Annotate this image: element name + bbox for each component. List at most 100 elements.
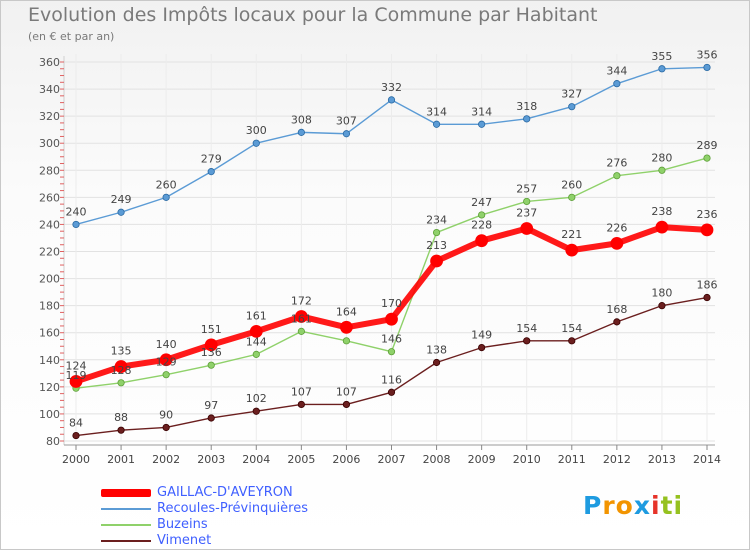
data-point-gaillac-d-aveyron <box>114 360 128 373</box>
legend-item-recoules: Recoules-Prévinquières <box>101 501 401 517</box>
y-tick-label: 320 <box>39 110 60 123</box>
legend-swatch <box>101 540 151 542</box>
data-label-gaillac-d-aveyron: 236 <box>697 208 718 221</box>
y-tick-label: 180 <box>39 300 60 313</box>
x-tick-label: 2007 <box>378 453 406 466</box>
data-point-recoules-previnquieres <box>703 63 711 72</box>
axis-layer: 80 100 120 140 160 180 200 220 240 260 280 300 320 34… <box>39 56 721 466</box>
data-label-buzeins: 136 <box>201 346 222 359</box>
data-label-buzeins: 128 <box>111 364 132 377</box>
data-label-vimenet: 168 <box>606 303 627 316</box>
data-point-recoules-previnquieres <box>297 128 305 136</box>
data-label-gaillac-d-aveyron: 238 <box>651 205 672 218</box>
data-point-buzeins <box>568 193 576 201</box>
data-label-vimenet: 97 <box>204 399 218 412</box>
data-point-vimenet <box>252 407 260 415</box>
data-label-buzeins: 146 <box>381 333 402 346</box>
legend-label: Vimenet <box>157 533 212 548</box>
data-point-gaillac-d-aveyron <box>249 324 263 338</box>
data-point-vimenet <box>432 358 441 367</box>
y-tick-label: 80 <box>46 435 60 448</box>
data-point-recoules-previnquieres <box>568 103 576 111</box>
data-label-gaillac-d-aveyron: 172 <box>291 294 312 307</box>
data-label-recoules-previnquieres: 240 <box>66 205 87 218</box>
data-point-recoules-previnquieres <box>658 65 666 73</box>
data-label-gaillac-d-aveyron: 237 <box>516 206 537 219</box>
data-label-recoules-previnquieres: 314 <box>426 105 447 118</box>
data-label-recoules-previnquieres: 356 <box>697 48 718 61</box>
x-tick-label: 2002 <box>152 453 180 466</box>
data-point-vimenet <box>658 302 666 310</box>
data-point-recoules-previnquieres <box>387 96 396 104</box>
data-label-recoules-previnquieres: 249 <box>111 193 132 206</box>
data-point-vimenet <box>613 318 621 326</box>
x-tick-label: 2000 <box>62 453 90 466</box>
data-point-buzeins <box>703 154 711 162</box>
data-point-gaillac-d-aveyron <box>700 223 714 237</box>
data-point-vimenet <box>387 388 396 396</box>
data-label-vimenet: 90 <box>159 408 173 421</box>
x-tick-label: 2008 <box>423 453 451 466</box>
logo-letter: t <box>660 491 674 520</box>
data-label-buzeins: 119 <box>66 369 87 382</box>
data-label-vimenet: 102 <box>246 392 267 405</box>
data-point-gaillac-d-aveyron <box>430 254 443 268</box>
chart-title: Evolution des Impôts locaux pour la Comm… <box>28 4 598 26</box>
data-point-vimenet <box>478 344 486 352</box>
data-point-recoules-previnquieres <box>613 80 621 88</box>
legend-item-vimenet: Vimenet <box>101 533 401 549</box>
legend-label: GAILLAC-D'AVEYRON <box>157 485 293 500</box>
data-point-recoules-previnquieres <box>342 130 351 138</box>
data-point-recoules-previnquieres <box>117 208 125 216</box>
x-tick-label: 2009 <box>468 453 496 466</box>
data-point-gaillac-d-aveyron <box>204 338 218 352</box>
data-point-gaillac-d-aveyron <box>340 320 353 334</box>
data-point-vimenet <box>297 400 305 409</box>
data-label-recoules-previnquieres: 307 <box>336 115 357 128</box>
data-label-buzeins: 129 <box>156 356 177 369</box>
data-label-buzeins: 257 <box>516 182 537 195</box>
data-label-gaillac-d-aveyron: 151 <box>201 323 222 336</box>
logo-letter: i <box>673 491 684 520</box>
data-label-recoules-previnquieres: 355 <box>651 50 672 63</box>
data-point-gaillac-d-aveyron <box>69 375 83 388</box>
data-label-buzeins: 247 <box>471 196 492 209</box>
data-point-recoules-previnquieres <box>432 120 441 128</box>
data-label-buzeins: 289 <box>697 139 718 152</box>
data-point-buzeins <box>162 371 170 379</box>
data-label-recoules-previnquieres: 279 <box>201 153 222 166</box>
data-point-recoules-previnquieres <box>523 115 531 123</box>
data-point-recoules-previnquieres <box>162 193 170 201</box>
data-point-vimenet <box>342 400 351 409</box>
data-label-gaillac-d-aveyron: 221 <box>561 228 582 241</box>
grid-layer <box>64 54 715 442</box>
data-label-recoules-previnquieres: 314 <box>471 105 492 118</box>
x-tick-label: 2011 <box>558 453 586 466</box>
y-tick-label: 240 <box>39 218 60 231</box>
data-label-vimenet: 138 <box>426 343 447 356</box>
data-label-vimenet: 154 <box>516 322 537 335</box>
data-point-vimenet <box>72 431 80 440</box>
data-point-gaillac-d-aveyron <box>610 236 624 250</box>
data-label-buzeins: 280 <box>651 151 672 164</box>
data-label-layer: 240 249 260 279 300 308 307 332 314 314 318 327 344 3… <box>66 48 718 429</box>
data-point-vimenet <box>117 426 125 434</box>
legend-item-gaillac: GAILLAC-D'AVEYRON <box>101 485 401 501</box>
y-tick-label: 160 <box>39 327 60 340</box>
legend-label: Recoules-Prévinquières <box>157 501 309 516</box>
data-point-recoules-previnquieres <box>207 168 215 176</box>
data-point-vimenet <box>207 414 215 422</box>
data-label-gaillac-d-aveyron: 164 <box>336 305 357 318</box>
data-point-buzeins <box>117 379 125 387</box>
legend-swatch <box>101 524 151 526</box>
data-label-gaillac-d-aveyron: 135 <box>111 345 132 358</box>
y-tick-label: 260 <box>39 191 60 204</box>
x-tick-label: 2001 <box>107 453 135 466</box>
x-tick-label: 2004 <box>242 453 270 466</box>
legend-item-buzeins: Buzeins <box>101 517 401 533</box>
data-point-gaillac-d-aveyron <box>565 243 579 257</box>
legend-label: Buzeins <box>157 517 208 532</box>
logo-letter: i <box>651 491 661 520</box>
data-point-gaillac-d-aveyron <box>655 220 669 234</box>
